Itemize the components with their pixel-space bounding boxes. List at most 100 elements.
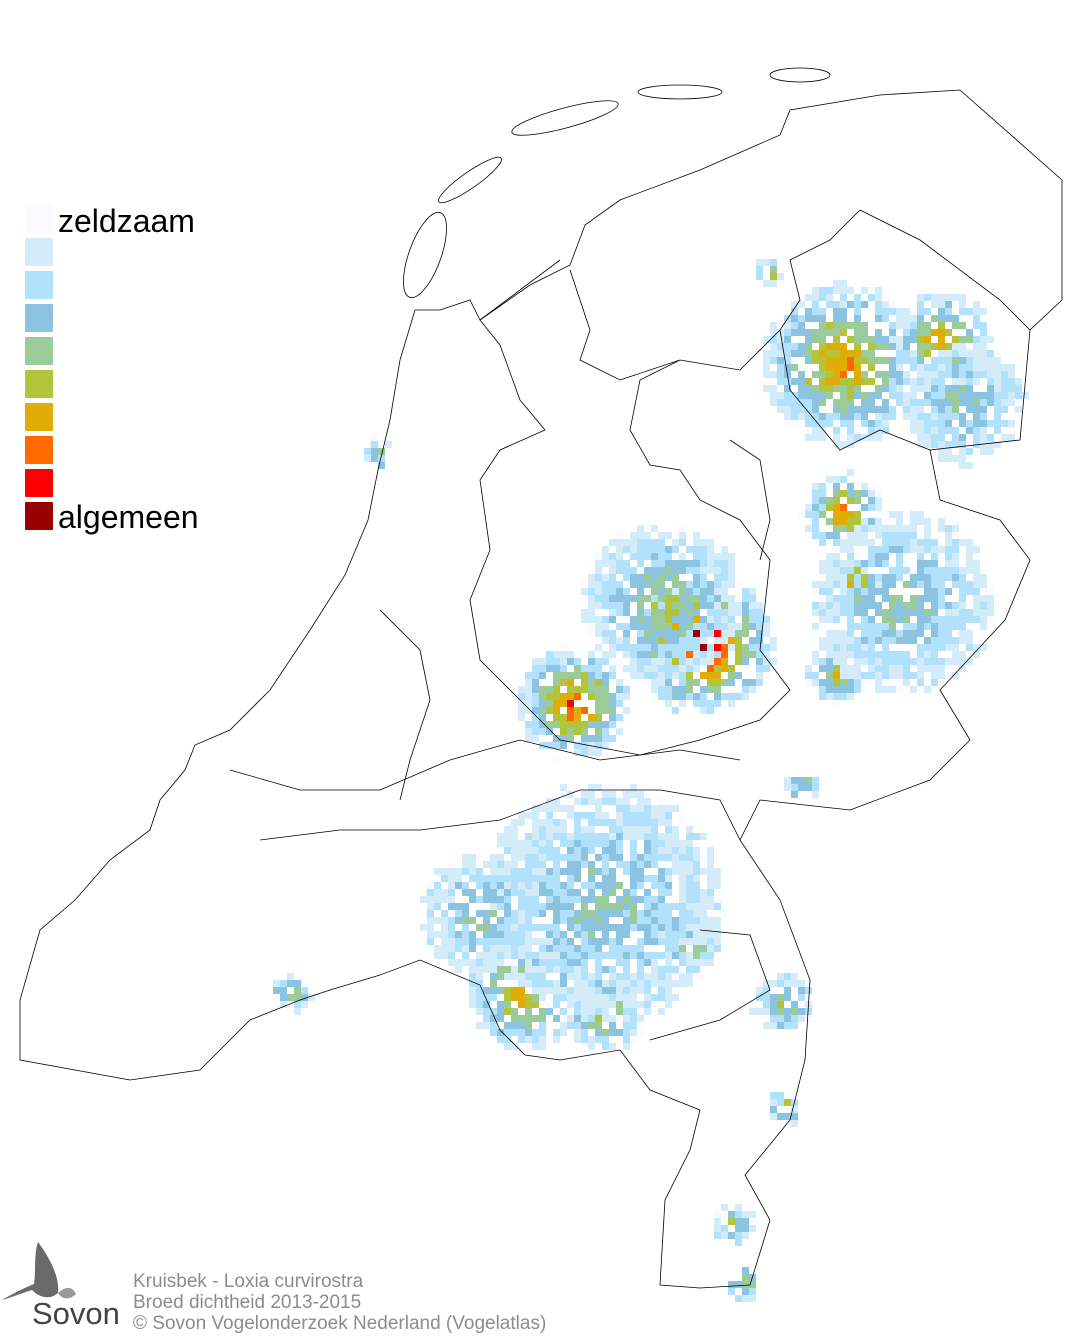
density-cell xyxy=(609,1008,616,1015)
density-cell xyxy=(679,896,686,903)
density-cell xyxy=(630,637,637,644)
density-cell xyxy=(497,889,504,896)
density-cell xyxy=(882,357,889,364)
density-cell xyxy=(525,679,532,686)
density-cell xyxy=(525,693,532,700)
density-cell xyxy=(826,595,833,602)
density-cell xyxy=(581,1022,588,1029)
density-cell xyxy=(532,994,539,1001)
density-cell xyxy=(945,588,952,595)
density-cell xyxy=(539,973,546,980)
density-cell xyxy=(595,812,602,819)
density-cell xyxy=(469,973,476,980)
density-cell xyxy=(588,889,595,896)
density-cell xyxy=(595,917,602,924)
density-cell xyxy=(987,602,994,609)
density-cell xyxy=(756,651,763,658)
density-cell xyxy=(700,700,707,707)
density-cell xyxy=(833,693,840,700)
density-cell xyxy=(665,889,672,896)
density-cell xyxy=(532,875,539,882)
density-cell xyxy=(567,854,574,861)
density-cell xyxy=(959,322,966,329)
density-cell xyxy=(770,637,777,644)
density-cell xyxy=(833,539,840,546)
density-cell xyxy=(903,679,910,686)
density-cell xyxy=(616,882,623,889)
density-cell xyxy=(784,420,791,427)
density-cell xyxy=(616,994,623,1001)
density-cell xyxy=(812,679,819,686)
density-cell xyxy=(924,350,931,357)
density-cell xyxy=(833,371,840,378)
density-cell xyxy=(616,714,623,721)
density-cell xyxy=(875,504,882,511)
density-cell xyxy=(770,1022,777,1029)
density-cell xyxy=(595,735,602,742)
density-cell xyxy=(623,784,630,791)
density-cell xyxy=(777,973,784,980)
density-cell xyxy=(672,847,679,854)
density-cell xyxy=(931,672,938,679)
density-cell xyxy=(826,364,833,371)
density-cell xyxy=(882,651,889,658)
density-cell xyxy=(679,861,686,868)
density-cell xyxy=(644,980,651,987)
density-cell xyxy=(896,637,903,644)
density-cell xyxy=(798,399,805,406)
density-cell xyxy=(574,854,581,861)
density-cell xyxy=(938,602,945,609)
density-cell xyxy=(784,413,791,420)
density-cell xyxy=(609,868,616,875)
density-cell xyxy=(749,679,756,686)
density-cell xyxy=(581,679,588,686)
density-cell xyxy=(840,476,847,483)
density-cell xyxy=(749,1211,756,1218)
density-cell xyxy=(805,294,812,301)
density-cell xyxy=(525,910,532,917)
density-cell xyxy=(623,952,630,959)
density-cell xyxy=(665,903,672,910)
density-cell xyxy=(791,420,798,427)
density-cell xyxy=(581,952,588,959)
density-cell xyxy=(868,350,875,357)
density-cell xyxy=(574,924,581,931)
density-cell xyxy=(616,896,623,903)
density-cell xyxy=(497,1008,504,1015)
density-cell xyxy=(735,693,742,700)
density-cell xyxy=(847,511,854,518)
density-cell xyxy=(938,518,945,525)
density-cell xyxy=(567,959,574,966)
density-cell xyxy=(679,882,686,889)
density-cell xyxy=(616,819,623,826)
density-cell xyxy=(602,854,609,861)
density-cell xyxy=(896,322,903,329)
density-cell xyxy=(693,917,700,924)
density-cell xyxy=(532,665,539,672)
density-cell xyxy=(651,1008,658,1015)
density-cell xyxy=(595,1015,602,1022)
density-cell xyxy=(742,686,749,693)
density-cell xyxy=(770,336,777,343)
density-cell xyxy=(763,371,770,378)
density-cell xyxy=(756,980,763,987)
density-cell xyxy=(770,980,777,987)
density-cell xyxy=(371,448,378,455)
density-cell xyxy=(308,994,315,1001)
density-cell xyxy=(875,651,882,658)
density-cell xyxy=(791,406,798,413)
density-cell xyxy=(651,819,658,826)
density-cell xyxy=(581,938,588,945)
density-cell xyxy=(854,406,861,413)
density-cell xyxy=(595,742,602,749)
density-cell xyxy=(581,742,588,749)
density-cell xyxy=(973,308,980,315)
density-cell xyxy=(630,1036,637,1043)
density-cell xyxy=(875,679,882,686)
density-cell xyxy=(882,581,889,588)
density-cell xyxy=(553,854,560,861)
density-cell xyxy=(581,896,588,903)
density-cell xyxy=(868,651,875,658)
density-cell xyxy=(630,980,637,987)
density-cell xyxy=(854,574,861,581)
